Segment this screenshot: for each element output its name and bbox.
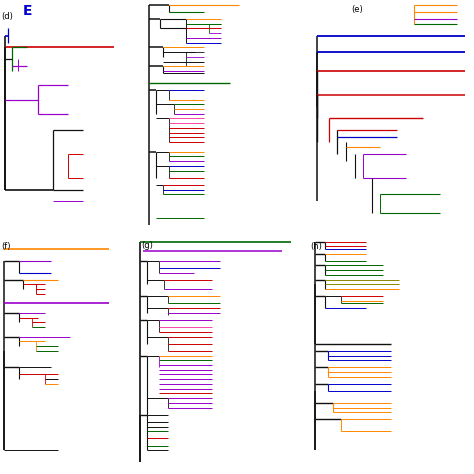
Text: (h): (h) <box>310 242 322 251</box>
Text: (e): (e) <box>351 5 363 14</box>
Text: (f): (f) <box>1 242 11 251</box>
Text: (g): (g) <box>141 241 154 249</box>
Text: (d): (d) <box>1 12 13 21</box>
Text: E: E <box>23 3 32 18</box>
